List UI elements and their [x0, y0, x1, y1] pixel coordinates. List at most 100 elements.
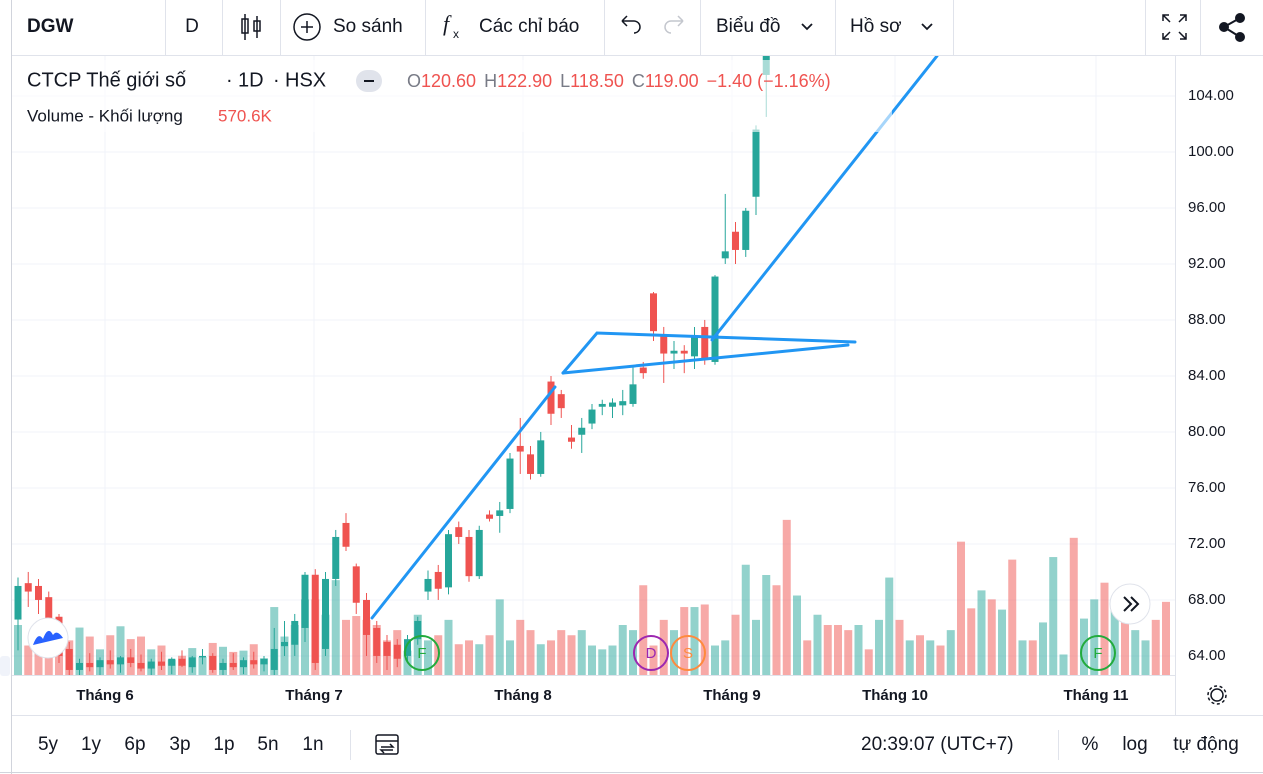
toolbar: DGW D So sánh f x Các chỉ báo Biểu đồ Hồ…	[27, 0, 1245, 55]
y-tick-label: 76.00	[1188, 479, 1226, 496]
candle-body	[291, 620, 299, 645]
x-tick-label: Tháng 9	[703, 687, 761, 704]
event-marker[interactable]	[404, 635, 440, 671]
clock: 20:39:07 (UTC+7)	[861, 734, 1014, 755]
candle-body	[240, 660, 247, 668]
volume-bar	[670, 630, 678, 675]
volume-value: 570.6K	[218, 106, 273, 125]
volume-bar	[116, 626, 125, 675]
undo-icon[interactable]	[621, 15, 641, 34]
trend-lines	[370, 56, 939, 620]
range-button[interactable]: 5y	[38, 734, 59, 755]
candle-body	[96, 660, 104, 668]
candle-body	[373, 627, 381, 656]
volume-bar	[629, 630, 637, 675]
range-button[interactable]: 6p	[124, 734, 145, 755]
log-toggle[interactable]: log	[1122, 734, 1147, 755]
left-handle[interactable]	[0, 656, 10, 676]
share-icon[interactable]	[1219, 13, 1245, 42]
profile-button[interactable]: Hồ sơ	[850, 16, 902, 37]
candle-body	[14, 585, 22, 620]
range-button[interactable]: 3p	[169, 734, 190, 755]
volume-bar	[700, 604, 709, 675]
compare-icon[interactable]	[293, 13, 321, 41]
indicators-icon-x: x	[453, 27, 459, 41]
dropdown-arrow	[921, 23, 933, 31]
volume-bar	[967, 608, 976, 675]
volume-bar	[1141, 640, 1150, 675]
trend-line	[561, 343, 850, 375]
volume-bar	[485, 635, 494, 675]
candle-body	[527, 454, 534, 474]
candle-body	[465, 536, 473, 577]
dot: ·	[226, 69, 233, 91]
y-tick-label: 80.00	[1188, 423, 1226, 440]
volume-bar	[772, 585, 781, 675]
event-marker[interactable]	[670, 635, 706, 671]
candle-body	[106, 660, 114, 665]
event-marker[interactable]	[1080, 635, 1116, 671]
volume-bar	[34, 650, 43, 675]
volume-bar	[721, 640, 730, 675]
event-marker[interactable]	[633, 635, 669, 671]
compare-button[interactable]: So sánh	[333, 16, 403, 37]
candle-body	[680, 350, 688, 354]
candle-body	[332, 536, 340, 579]
volume-bar	[711, 645, 719, 675]
volume-bar	[1018, 640, 1027, 675]
candle-body	[383, 641, 391, 656]
auto-toggle[interactable]: tự động	[1173, 734, 1239, 755]
volume-bar	[577, 630, 586, 675]
candle-body	[619, 401, 627, 406]
volume-bar	[526, 630, 535, 675]
symbol[interactable]: DGW	[27, 16, 74, 37]
volume-bar	[588, 645, 596, 675]
volume-bar	[680, 607, 689, 675]
candle-body	[609, 402, 616, 407]
candle-body	[393, 644, 401, 659]
candle-body	[506, 458, 514, 509]
candle-body	[670, 350, 678, 354]
volume-bar	[444, 619, 453, 675]
interval-button[interactable]: D	[185, 16, 199, 37]
volume-bar	[198, 657, 207, 675]
candle-body	[496, 510, 504, 516]
percent-toggle[interactable]: %	[1082, 734, 1099, 755]
indicators-button[interactable]: Các chỉ báo	[479, 16, 579, 37]
volume-bar	[659, 619, 668, 675]
range-button[interactable]: 1y	[81, 734, 102, 755]
x-axis: Tháng 6 Tháng 7 Tháng 8 Tháng 9 Tháng 10 Thán…	[76, 687, 1128, 704]
volume-bar	[639, 585, 648, 675]
candles	[14, 56, 770, 675]
range-button[interactable]: 1p	[213, 734, 234, 755]
candle-body	[117, 657, 124, 665]
volume-bar	[516, 619, 525, 675]
close-value: 119.00	[645, 71, 699, 91]
close-label: C	[632, 71, 645, 91]
candle-body	[701, 326, 709, 360]
redo-icon[interactable]	[664, 15, 684, 34]
fullscreen-icon[interactable]	[1162, 14, 1187, 40]
volume-label: Volume - Khối lượng	[27, 106, 183, 125]
volume-bar	[1080, 618, 1088, 675]
volume-bar	[844, 630, 853, 675]
volume-bar	[895, 619, 904, 675]
chart-type-button[interactable]: Biểu đồ	[716, 16, 780, 37]
date-range-icon[interactable]	[375, 734, 399, 755]
candle-body	[434, 571, 442, 589]
volume-bar	[690, 607, 699, 675]
candle-body	[281, 641, 288, 647]
candle-body	[352, 566, 360, 603]
candle-body	[537, 440, 545, 474]
candle-type-icon[interactable]	[241, 14, 261, 40]
legend-interval: 1D	[238, 69, 264, 91]
range-button[interactable]: 1n	[302, 734, 323, 755]
range-button[interactable]: 5n	[257, 734, 278, 755]
volume-bar	[1039, 622, 1047, 675]
candle-body	[721, 251, 729, 259]
indicators-icon[interactable]: f	[443, 11, 452, 36]
settings-icon[interactable]	[1207, 685, 1227, 705]
candle-body	[588, 409, 596, 424]
high-label: H	[484, 71, 497, 91]
